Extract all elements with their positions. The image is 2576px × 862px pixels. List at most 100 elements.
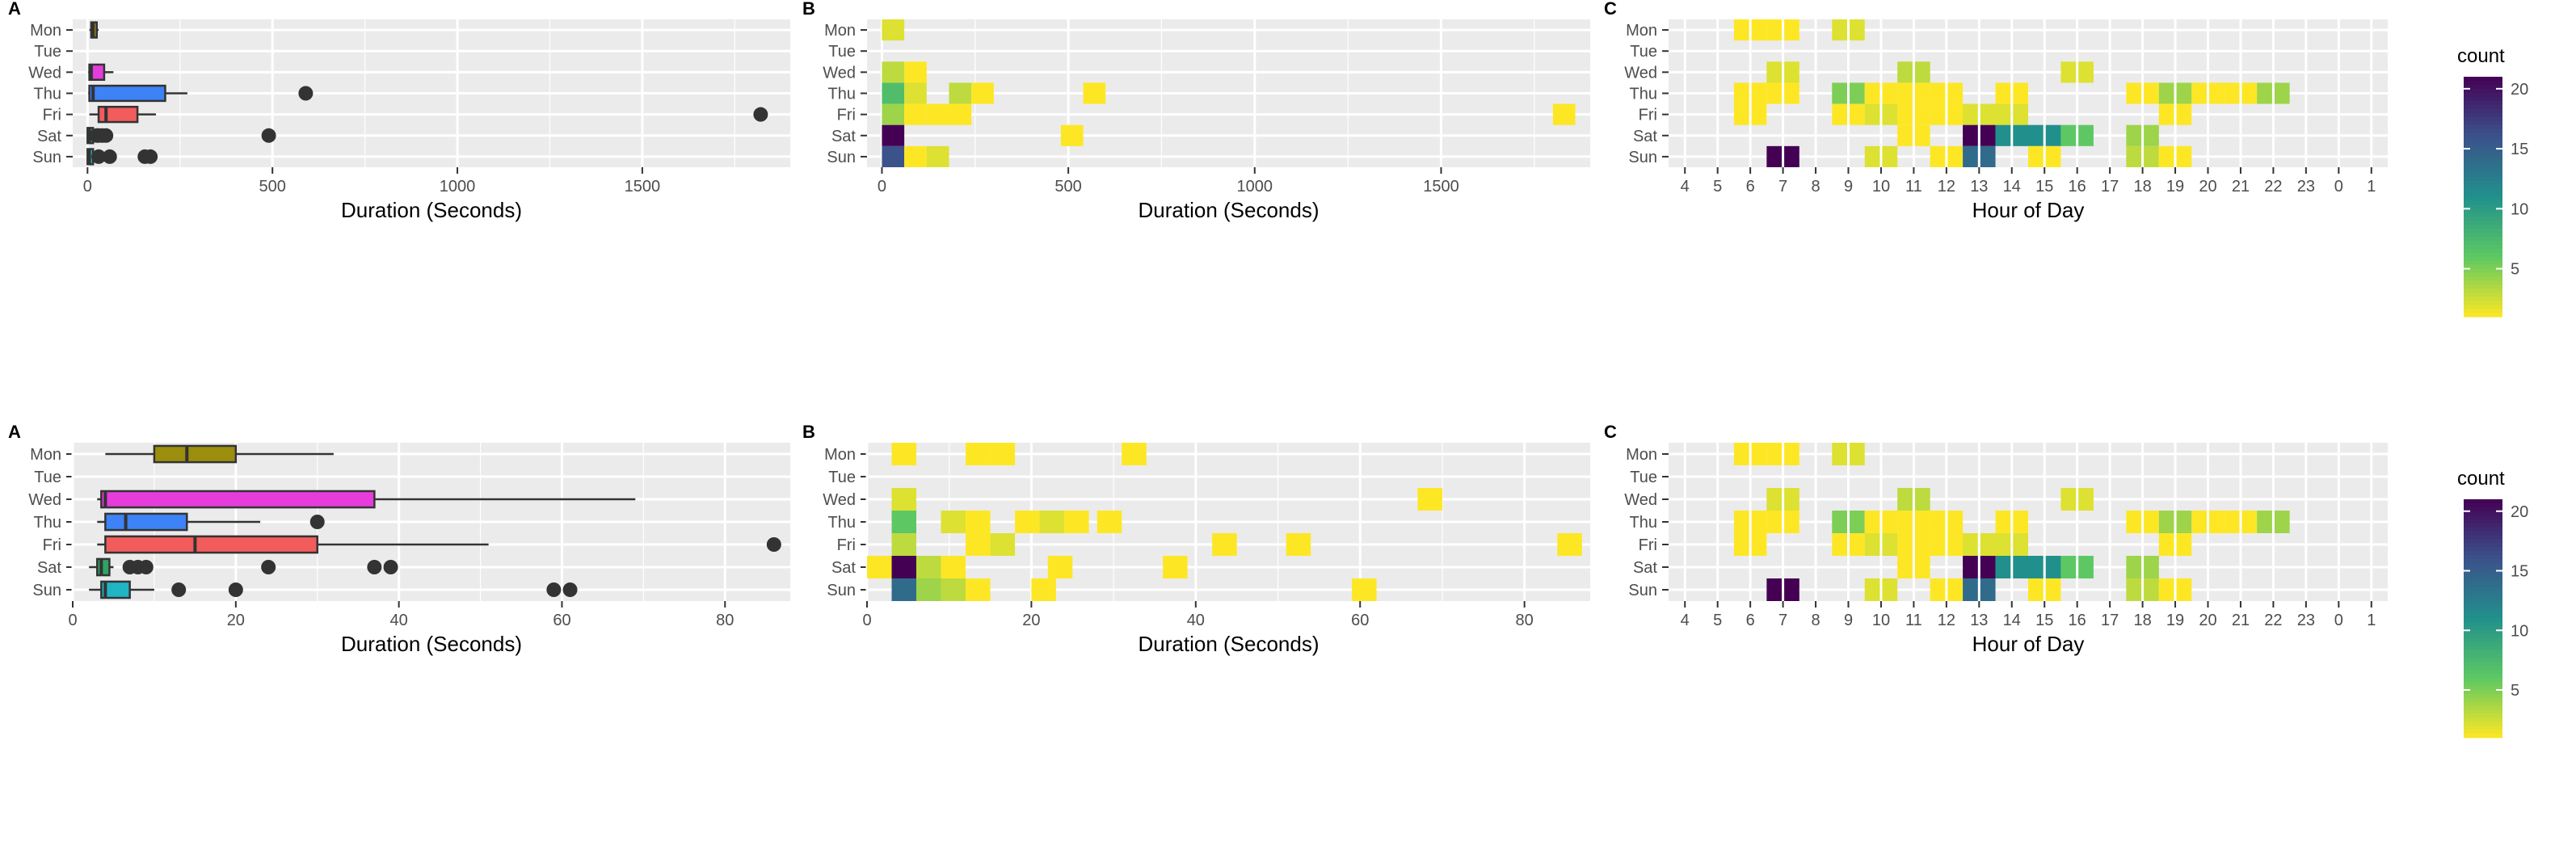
legend-color-step <box>2464 550 2502 556</box>
x-tick-label: 13 <box>1970 178 1988 196</box>
heatmap-cell <box>1417 488 1442 511</box>
legend-color-step <box>2464 654 2502 659</box>
x-axis-title: Duration (Seconds) <box>341 632 522 656</box>
heatmap-cell <box>882 19 905 41</box>
legend-color-step <box>2464 288 2502 293</box>
legend-color-step <box>2464 172 2502 178</box>
x-tick-label: 14 <box>2003 612 2021 629</box>
legend-tick-label: 20 <box>2511 81 2528 99</box>
x-tick-label: 10 <box>1872 612 1890 629</box>
x-tick-label: 40 <box>1187 612 1205 629</box>
x-tick-label: 8 <box>1811 178 1820 196</box>
x-tick-label: 4 <box>1681 178 1690 196</box>
y-tick-label: Sun <box>32 149 61 166</box>
x-tick-label: 20 <box>2199 612 2216 629</box>
legend-title: count <box>2457 468 2505 490</box>
legend-color-step <box>2464 666 2502 671</box>
legend-color-step <box>2464 725 2502 730</box>
x-tick-label: 13 <box>1970 612 1988 629</box>
heatmap-cell <box>1060 124 1084 146</box>
heatmap-cell <box>882 103 905 125</box>
legend-color-step <box>2464 697 2502 703</box>
y-tick-label: Fri <box>1639 536 1657 554</box>
legend-color-step <box>2464 515 2502 520</box>
legend-color-step <box>2464 554 2502 560</box>
x-tick-label: 500 <box>259 178 285 196</box>
heatmap-cell <box>990 533 1016 556</box>
box-iqr <box>104 512 188 532</box>
x-tick-label: 6 <box>1746 612 1755 629</box>
outlier-point <box>383 560 398 574</box>
y-tick-label: Sun <box>1628 582 1657 599</box>
x-tick-label: 9 <box>1844 612 1853 629</box>
legend-color-step <box>2464 260 2502 266</box>
legend-color-step <box>2464 614 2502 620</box>
legend-color-step <box>2464 217 2502 221</box>
heatmap-cell <box>891 488 917 511</box>
x-tick-label: 22 <box>2264 178 2282 196</box>
y-tick-label: Fri <box>43 107 61 124</box>
heatmap-cell <box>1064 511 1089 533</box>
x-tick-label: 0 <box>83 178 92 196</box>
x-tick-label: 0 <box>68 612 77 629</box>
outlier-point <box>138 560 154 574</box>
legend-color-step <box>2464 256 2502 262</box>
legend-color-step <box>2464 229 2502 233</box>
legend-color-step <box>2464 301 2502 305</box>
legend-color-step <box>2464 92 2502 98</box>
x-tick-label: 1000 <box>440 178 476 196</box>
heatmap-cell <box>882 124 905 146</box>
y-tick-label: Wed <box>823 64 856 82</box>
y-tick-label: Sun <box>1628 149 1657 166</box>
legend-color-step <box>2464 77 2502 82</box>
x-tick-label: 17 <box>2101 178 2119 196</box>
y-tick-label: Wed <box>28 64 61 82</box>
x-tick-label: 18 <box>2133 178 2151 196</box>
legend-color-step <box>2464 618 2502 624</box>
box-iqr <box>96 557 111 577</box>
legend-color-step <box>2464 502 2502 508</box>
legend-color-step <box>2464 240 2502 246</box>
legend-color-step <box>2464 252 2502 258</box>
legend-color-step <box>2464 208 2502 213</box>
heatmap-cell <box>916 578 941 601</box>
heatmap-cell <box>1083 82 1106 104</box>
heatmap-cell <box>926 103 949 125</box>
outlier-point <box>102 149 117 164</box>
legend-color-step <box>2464 686 2502 691</box>
legend-tick-label: 15 <box>2511 563 2528 581</box>
x-tick-label: 20 <box>227 612 245 629</box>
y-tick-label: Sun <box>32 582 61 599</box>
heatmap-cell <box>966 443 991 465</box>
legend-color-step <box>2464 221 2502 225</box>
heatmap-cell <box>882 82 905 104</box>
x-tick-label: 0 <box>878 178 886 196</box>
legend-color-step <box>2464 645 2502 651</box>
x-tick-label: 80 <box>1516 612 1534 629</box>
heatmap-cell <box>904 145 927 167</box>
legend-color-step <box>2464 149 2502 153</box>
heatmap-cell <box>891 443 917 465</box>
y-tick-label: Fri <box>837 107 856 124</box>
outlier-point <box>261 128 276 143</box>
legend-color-step <box>2464 511 2502 516</box>
heatmap-cell <box>941 511 966 533</box>
heatmap-cell <box>916 556 941 578</box>
legend-color-step <box>2464 160 2502 166</box>
panel-tag: A <box>8 0 21 19</box>
outlier-point <box>143 149 158 164</box>
legend-color-step <box>2464 626 2502 631</box>
y-tick-label: Tue <box>1630 43 1657 61</box>
legend-color-step <box>2464 713 2502 719</box>
legend-color-step <box>2464 558 2502 564</box>
heatmap-cell <box>1557 533 1582 556</box>
legend-color-step <box>2464 662 2502 667</box>
x-tick-label: 1 <box>2367 612 2376 629</box>
outlier-point <box>367 560 382 574</box>
legend-color-step <box>2464 507 2502 512</box>
x-tick-label: 9 <box>1844 178 1853 196</box>
legend-color-step <box>2464 606 2502 612</box>
legend-color-step <box>2464 602 2502 608</box>
x-tick-label: 7 <box>1778 612 1787 629</box>
